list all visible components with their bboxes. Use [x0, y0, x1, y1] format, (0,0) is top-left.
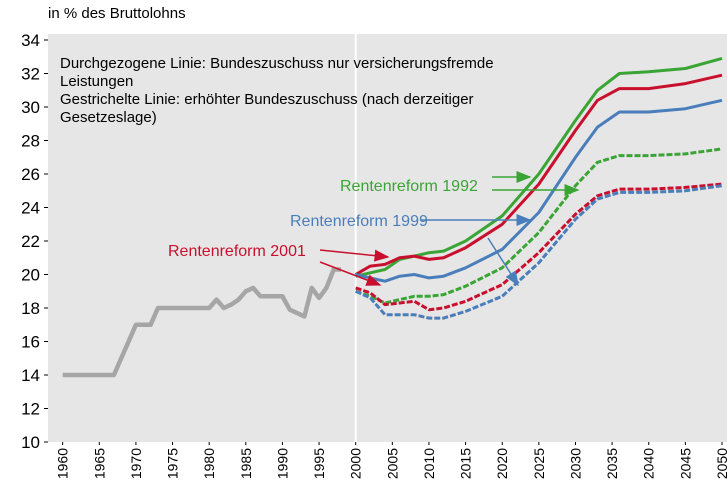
annotation-arrow — [487, 237, 519, 287]
note-line: Gesetzeslage) — [60, 109, 157, 126]
note-line: Durchgezogene Linie: Bundeszuschuss nur … — [60, 55, 494, 72]
x-tick-label: 1965 — [91, 448, 107, 479]
x-tick-label: 1970 — [128, 448, 144, 479]
note-line: Leistungen — [60, 73, 133, 90]
y-tick-label: 34 — [21, 31, 40, 50]
x-tick-label: 1985 — [238, 448, 254, 479]
x-tick-label: 2040 — [641, 448, 657, 479]
x-tick-label: 2050 — [714, 448, 727, 479]
x-tick-label: 2005 — [384, 448, 400, 479]
solid-line — [62, 267, 341, 378]
x-tick-label: 2015 — [458, 448, 474, 479]
plot-background — [48, 34, 727, 442]
x-tick-label: 1960 — [55, 448, 71, 479]
y-tick-label: 26 — [21, 165, 40, 184]
x-tick-label: 2025 — [531, 448, 547, 479]
y-tick-label: 16 — [21, 333, 40, 352]
y-tick-label: 20 — [21, 266, 40, 285]
annotation-arrow — [319, 261, 382, 286]
x-tick-label: 1975 — [165, 448, 181, 479]
x-tick-label: 2020 — [494, 448, 510, 479]
annotation: Rentenreform 2001 — [168, 243, 306, 260]
solid-line — [355, 56, 723, 278]
y-tick-label: 14 — [21, 366, 40, 385]
y-tick-label: 12 — [21, 400, 40, 419]
x-tick-label: 2010 — [421, 448, 437, 479]
x-tick-label: 2000 — [348, 448, 364, 479]
dashed-line — [355, 182, 723, 312]
solid-line — [355, 98, 723, 283]
y-axis-label: in % des Bruttolohns — [48, 5, 186, 22]
y-tick-label: 10 — [21, 433, 40, 452]
annotation: Rentenreform 1999 — [290, 213, 428, 230]
solid-line — [354, 73, 723, 276]
x-tick-label: 1980 — [201, 448, 217, 479]
y-tick-label: 32 — [21, 65, 40, 84]
annotation-arrow — [319, 249, 390, 262]
y-tick-label: 22 — [21, 232, 40, 251]
x-tick-label: 2045 — [677, 448, 693, 479]
y-tick-label: 24 — [21, 199, 40, 218]
annotation: Rentenreform 1992 — [340, 178, 478, 195]
x-tick-label: 2030 — [567, 448, 583, 479]
note-line: Gestrichelte Linie: erhöhter Bundeszusch… — [60, 91, 474, 108]
dashed-line — [355, 184, 723, 320]
y-tick-label: 28 — [21, 132, 40, 151]
x-tick-label: 1995 — [311, 448, 327, 479]
x-tick-label: 2035 — [604, 448, 620, 479]
x-tick-label: 1990 — [274, 448, 290, 479]
y-tick-label: 30 — [21, 98, 40, 117]
y-tick-label: 18 — [21, 299, 40, 318]
